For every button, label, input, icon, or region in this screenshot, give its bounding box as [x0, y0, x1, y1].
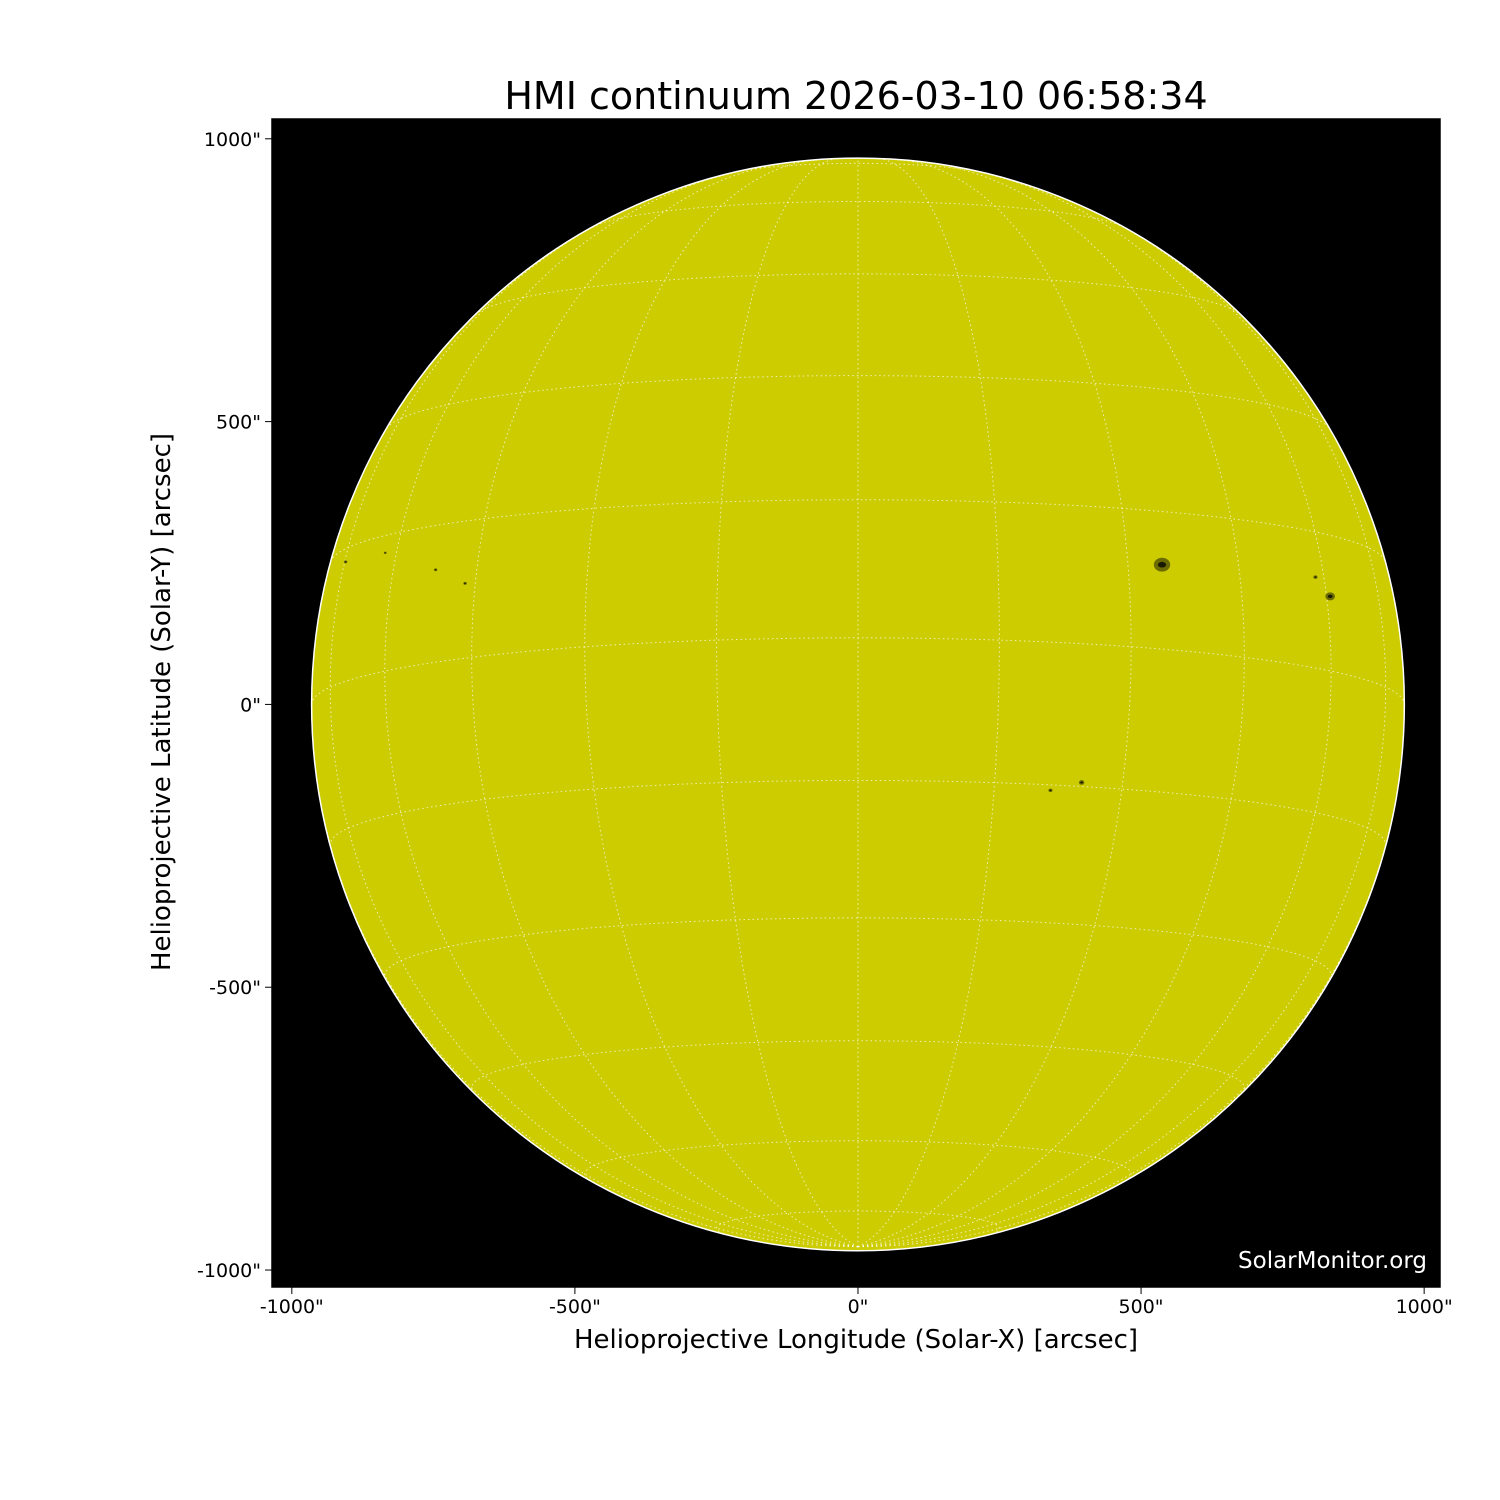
y-tick-label: 0" — [240, 694, 261, 716]
sunspot-umbra — [1157, 561, 1167, 568]
heliographic-grid — [311, 158, 1405, 1248]
sunspot-umbra — [1080, 781, 1083, 784]
x-tick-label: 0" — [848, 1296, 869, 1318]
latitude-line — [475, 273, 1241, 315]
x-axis-ticks: -1000" -500" 0" 500" 1000" — [260, 1287, 1453, 1318]
sunspots — [343, 551, 1335, 793]
sunspot-umbra — [1314, 576, 1317, 578]
latitude-line — [384, 917, 1332, 980]
sunspot-umbra — [344, 561, 347, 563]
latitude-line — [471, 1040, 1245, 1094]
y-axis-label: Helioprojective Latitude (Solar-Y) [arcs… — [147, 432, 177, 972]
x-tick-label: -1000" — [260, 1296, 324, 1318]
watermark: SolarMonitor.org — [1238, 1248, 1427, 1274]
sunspot-umbra — [1049, 789, 1052, 792]
longitude-line — [857, 158, 1000, 1248]
longitude-line — [311, 704, 859, 1248]
latitude-line — [733, 162, 983, 173]
longitude-line — [716, 158, 859, 1248]
latitude-line — [386, 375, 1330, 429]
sunspot-umbra — [384, 552, 386, 554]
sunspot-umbra — [434, 569, 437, 571]
y-axis-ticks: -1000" -500" 0" 500" 1000" — [197, 129, 272, 1282]
longitude-line — [471, 161, 859, 1248]
x-axis-label: Helioprojective Longitude (Solar-X) [arc… — [573, 1325, 1139, 1355]
y-tick-label: 1000" — [204, 129, 261, 151]
x-tick-label: 1000" — [1396, 1296, 1453, 1318]
y-tick-label: 500" — [216, 412, 261, 434]
latitude-line — [584, 1140, 1132, 1182]
chart-title: HMI continuum 2026-03-10 06:58:34 — [504, 74, 1208, 118]
x-tick-label: -500" — [549, 1296, 601, 1318]
longitude-line — [329, 209, 859, 1248]
latitude-line — [329, 780, 1387, 846]
sunspot-umbra — [1327, 594, 1333, 599]
latitude-line — [311, 637, 1405, 705]
longitude-line — [857, 209, 1387, 1248]
latitude-line — [591, 201, 1125, 228]
sunspot-umbra — [464, 582, 466, 584]
latitude-line — [716, 1210, 1000, 1237]
solar-disk — [310, 157, 1406, 1252]
x-tick-label: 500" — [1119, 1296, 1164, 1318]
axes-frame — [271, 118, 1441, 1288]
y-tick-label: -1000" — [197, 1260, 261, 1282]
longitude-line — [857, 161, 1245, 1248]
y-tick-label: -500" — [209, 977, 261, 999]
